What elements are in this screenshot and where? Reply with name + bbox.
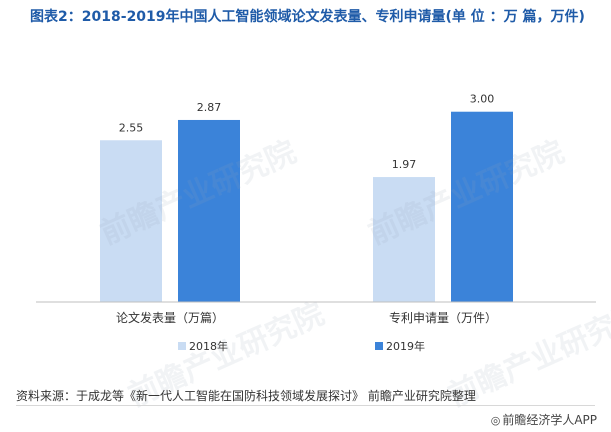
bar-2019-patents [451, 111, 513, 302]
data-label: 3.00 [470, 93, 495, 106]
bar-2018-patents [373, 177, 435, 302]
bar-2019-papers [178, 119, 240, 303]
brand-name: 前瞻经济学人APP [502, 413, 597, 427]
legend-swatch [375, 342, 383, 350]
category-label: 专利申请量（万件） [389, 310, 497, 325]
value-labels-layer: 2.55 2.87 1.97 3.00 [119, 93, 495, 171]
footer-divider [16, 405, 595, 406]
category-labels-layer: 论文发表量（万篇） 专利申请量（万件） [116, 310, 497, 325]
data-label: 1.97 [392, 158, 417, 171]
chart-title: 图表2：2018-2019年中国人工智能领域论文发表量、专利申请量(单 位 ：万… [30, 9, 585, 25]
legend: 2018年 2019年 [178, 339, 425, 353]
source-note: 资料来源：于成龙等《新一代人工智能在国防科技领域发展探讨》 前瞻产业研究院整理 [16, 389, 476, 403]
brand-logo-icon: ◎ [490, 414, 501, 427]
legend-label: 2018年 [189, 339, 228, 353]
category-label: 论文发表量（万篇） [116, 310, 224, 325]
legend-label: 2019年 [386, 339, 425, 353]
bar-2018-papers [100, 140, 162, 302]
data-label: 2.87 [197, 101, 222, 114]
bars-layer [100, 111, 513, 303]
legend-swatch [178, 342, 186, 350]
brand-signature: ◎ 前瞻经济学人APP [491, 411, 597, 428]
data-label: 2.55 [119, 121, 144, 134]
